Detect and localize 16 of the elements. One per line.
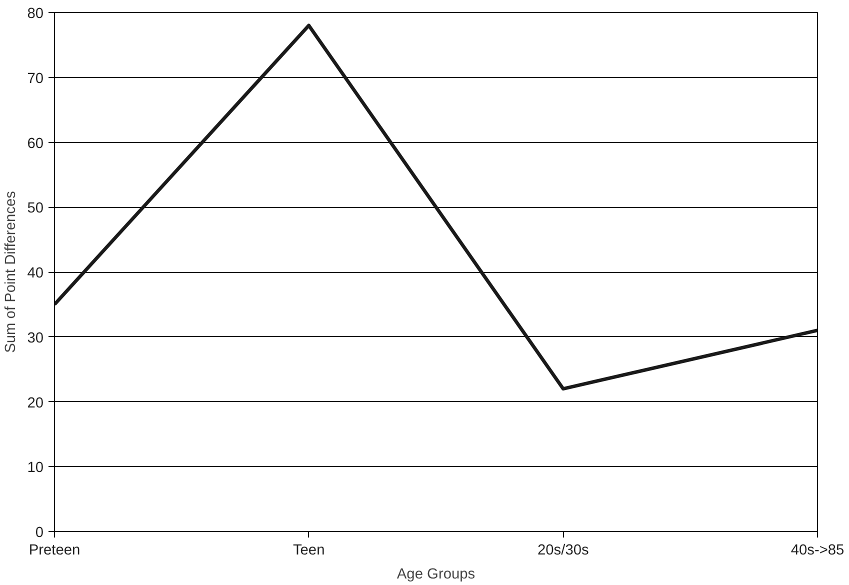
y-tick-label: 70 [27, 70, 44, 87]
y-tick-label: 0 [35, 525, 44, 541]
x-tick-label: 40s->85 [790, 542, 844, 558]
y-tick-label: 30 [27, 330, 44, 346]
y-tick-label: 50 [27, 200, 44, 217]
x-tick-label: 20s/30s [538, 542, 589, 558]
y-tick-label: 20 [27, 395, 44, 412]
y-axis-title: Sum of Point Differences [3, 191, 20, 353]
y-tick-label: 80 [27, 6, 44, 22]
y-tick-label: 40 [27, 266, 44, 282]
line-series [54, 24, 818, 391]
x-tick-label: Preteen [28, 542, 80, 558]
x-tick-label: Teen [292, 542, 325, 558]
y-tick-label: 10 [27, 460, 44, 476]
y-tick-label: 60 [27, 136, 44, 152]
x-axis-title: Age Groups [396, 566, 476, 582]
